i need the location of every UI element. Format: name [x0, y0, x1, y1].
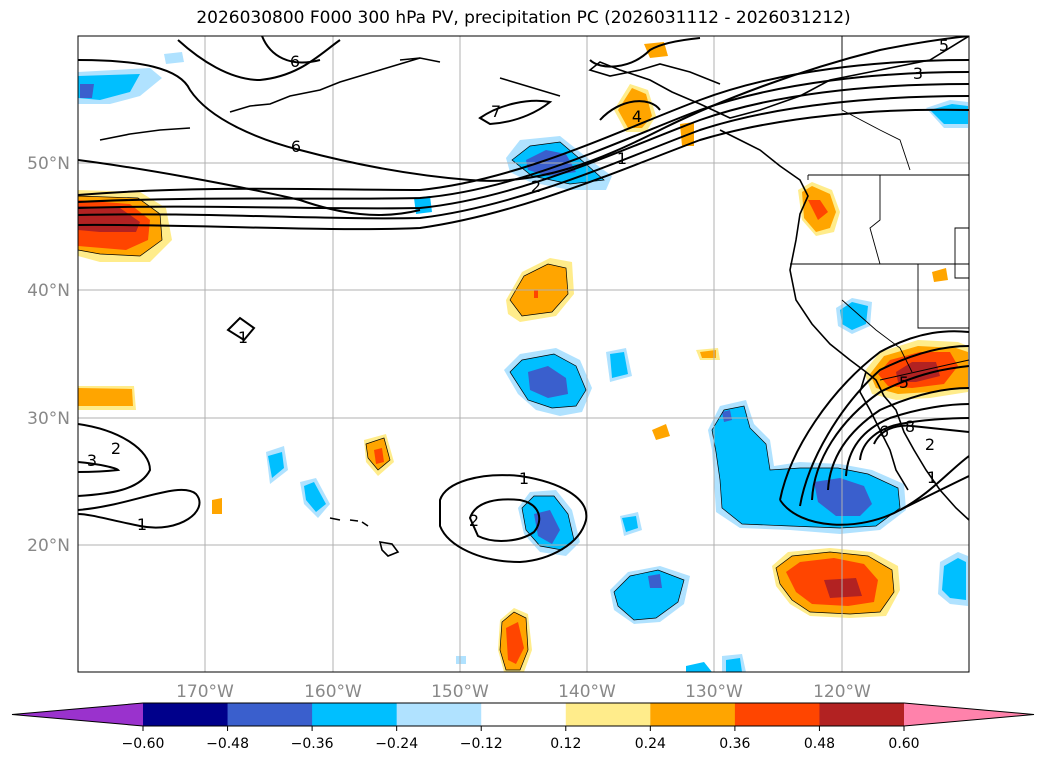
- pv-label: 2: [925, 435, 935, 454]
- colorbar-tick-label: 0.36: [719, 736, 750, 752]
- colorbar-extend-high: [904, 703, 1034, 726]
- lon-label-160w: 160°W: [304, 682, 362, 702]
- lat-label-50n: 50°N: [27, 154, 70, 174]
- pv-label: 5: [899, 373, 909, 392]
- colorbar-segment: [481, 703, 567, 726]
- pv-contours: [78, 36, 969, 564]
- lon-label-170w: 170°W: [176, 682, 234, 702]
- colorbar-segment: [312, 703, 398, 726]
- pv-label: 1: [238, 328, 248, 347]
- lon-label-140w: 140°W: [558, 682, 616, 702]
- colorbar-extend-low: [12, 703, 143, 726]
- map-frame: [77, 35, 970, 673]
- lon-label-130w: 130°W: [685, 682, 743, 702]
- pv-label: 1: [927, 468, 937, 487]
- colorbar-tick-label: 0.24: [635, 736, 666, 752]
- map-title: 2026030800 F000 300 hPa PV, precipitatio…: [196, 8, 851, 28]
- colorbar-tick-label: 0.60: [888, 736, 919, 752]
- colorbar-tick-label: 0.48: [804, 736, 835, 752]
- pv-label: 2: [469, 511, 479, 530]
- pv-label: 7: [491, 102, 501, 121]
- colorbar-segment: [227, 703, 313, 726]
- colorbar-tick-label: −0.60: [122, 736, 165, 752]
- pv-label: 3: [87, 451, 97, 470]
- lat-label-20n: 20°N: [27, 536, 70, 556]
- longitude-labels: 170°W 160°W 150°W 140°W 130°W 120°W: [176, 682, 871, 702]
- pv-label: 6: [879, 422, 889, 441]
- colorbar-segment: [650, 703, 736, 726]
- colorbar-segment: [143, 703, 229, 726]
- pv-label: 2: [111, 439, 121, 458]
- colorbar-segment: [734, 703, 820, 726]
- lat-label-40n: 40°N: [27, 281, 70, 301]
- lon-label-120w: 120°W: [813, 682, 871, 702]
- pv-label: 6: [291, 137, 301, 156]
- colorbar-segment: [819, 703, 905, 726]
- colorbar-tick-label: −0.48: [206, 736, 249, 752]
- coastlines: [99, 36, 969, 557]
- pv-label: 1: [519, 469, 529, 488]
- colorbar-tick-label: −0.36: [291, 736, 334, 752]
- colorbar-tick-label: −0.24: [375, 736, 418, 752]
- colorbar-tick-label: 0.12: [550, 736, 581, 752]
- borders: [790, 36, 969, 381]
- precipitation-outlines: [78, 141, 901, 671]
- lon-label-150w: 150°W: [431, 682, 489, 702]
- pv-label: 6: [290, 52, 300, 71]
- pv-label: 2: [531, 177, 541, 196]
- pv-label: 1: [137, 515, 147, 534]
- pv-label: 1: [617, 149, 627, 168]
- pv-label: 5: [939, 36, 949, 55]
- pv-contour-labels: 1 1 1 1 1 2 2 2 2 3 3 4 5 5 6 6 6 7 8: [87, 36, 949, 534]
- lat-label-30n: 30°N: [27, 409, 70, 429]
- pv-label: 8: [905, 417, 915, 436]
- pv-label: 3: [913, 64, 923, 83]
- colorbar-tick-label: −0.12: [460, 736, 503, 752]
- latitude-labels: 50°N 40°N 30°N 20°N: [27, 154, 70, 556]
- colorbar-segment: [396, 703, 482, 726]
- colorbar-segment: [565, 703, 651, 726]
- pv-label: 4: [632, 107, 642, 126]
- colorbar: −0.60 −0.48 −0.36 −0.24 −0.12 0.12 0.24 0.36 0.4…: [11, 702, 1035, 752]
